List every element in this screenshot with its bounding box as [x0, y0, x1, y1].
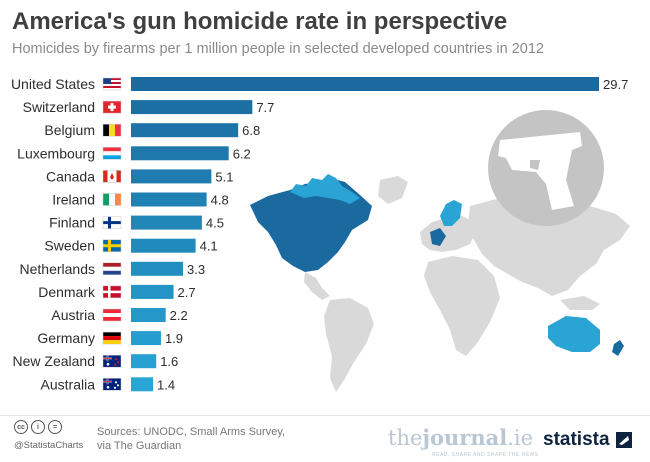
value-label: 7.7 — [256, 100, 274, 115]
map-asia — [468, 196, 630, 296]
world-map-background — [250, 174, 630, 392]
category-label: Luxembourg — [17, 145, 95, 161]
map-scandinavia — [440, 200, 462, 226]
germany-flag-icon — [102, 331, 122, 345]
category-label: Belgium — [44, 122, 95, 138]
austria-flag-icon — [102, 308, 122, 322]
denmark-flag-icon — [102, 285, 122, 299]
bar-switzerland — [131, 100, 253, 115]
map-central-america — [304, 272, 330, 300]
sources-line-1: Sources: UNODC, Small Arms Survey, — [97, 426, 286, 438]
bar-sweden — [131, 238, 196, 253]
bar-austria — [131, 308, 166, 322]
category-label: Switzerland — [23, 99, 95, 115]
category-label: Sweden — [44, 238, 95, 254]
attribution-icon: i — [31, 420, 45, 434]
chart-subtitle: Homicides by firearms per 1 million peop… — [12, 41, 544, 57]
category-label: New Zealand — [13, 353, 96, 369]
value-label: 1.9 — [165, 331, 183, 346]
value-label: 2.2 — [170, 308, 188, 323]
canada-flag-icon — [102, 170, 122, 183]
australia-flag-icon — [102, 378, 122, 391]
map-greenland — [378, 176, 408, 204]
map-canada-arctic — [290, 174, 360, 204]
bar-denmark — [131, 284, 174, 299]
category-label: Denmark — [38, 284, 96, 300]
category-label: Netherlands — [20, 261, 96, 277]
chart-title: America's gun homicide rate in perspecti… — [12, 8, 508, 35]
sweden-flag-icon — [102, 239, 122, 252]
value-label: 2.7 — [178, 285, 196, 300]
bars: United States 29.7 Switzerland 7.7 Belgium 6.… — [11, 76, 628, 392]
bar-netherlands — [131, 261, 183, 276]
belgium-flag-icon — [102, 123, 122, 137]
bar-germany — [131, 331, 161, 346]
category-label: United States — [11, 76, 95, 92]
value-label: 1.6 — [160, 354, 178, 369]
statista-logo: statista — [543, 429, 610, 450]
journal-logo-ie: .ie — [507, 426, 534, 450]
sources-line-2: via The Guardian — [97, 440, 182, 452]
value-label: 4.1 — [200, 239, 218, 254]
bar-new-zealand — [131, 354, 157, 369]
value-label: 5.1 — [215, 169, 233, 184]
map-indonesia — [560, 296, 600, 310]
value-label: 6.2 — [233, 146, 251, 161]
bar-canada — [131, 169, 212, 184]
map-new-zealand — [612, 340, 624, 356]
statista-handle: @StatistaCharts — [14, 440, 84, 451]
luxembourg-flag-icon — [102, 147, 122, 160]
value-label: 4.8 — [211, 193, 229, 208]
value-label: 3.3 — [187, 262, 205, 277]
netherlands-flag-icon — [102, 262, 122, 276]
journal-logo-journal: journal — [422, 425, 508, 450]
bar-australia — [131, 377, 154, 392]
journal-logo-the: the — [388, 426, 423, 450]
bar-belgium — [131, 123, 239, 138]
switzerland-flag-icon — [102, 100, 122, 114]
statista-logo-icon — [616, 432, 632, 448]
finland-flag-icon — [102, 216, 122, 229]
map-north-america — [250, 178, 372, 272]
thejournal-tagline: READ, SHARE AND SHAPE THE NEWS — [432, 452, 539, 458]
creative-commons-icons: cc i = — [14, 420, 62, 434]
value-label: 29.7 — [603, 77, 628, 92]
bar-finland — [131, 215, 202, 230]
value-label: 6.8 — [242, 123, 260, 138]
map-australia — [548, 316, 600, 352]
category-label: Australia — [41, 376, 96, 392]
handgun-icon — [488, 110, 604, 226]
sources-text: Sources: UNODC, Small Arms Survey, via T… — [97, 425, 317, 453]
bar-luxembourg — [131, 146, 229, 161]
map-africa — [424, 256, 500, 356]
bar-united-states — [131, 77, 599, 91]
cc-icon: cc — [14, 420, 28, 434]
category-label: Finland — [49, 215, 95, 231]
category-label: Canada — [46, 168, 95, 184]
thejournal-logo: thejournal.ie — [388, 425, 533, 450]
category-label: Germany — [37, 330, 95, 346]
bar-ireland — [131, 192, 207, 207]
value-label: 1.4 — [157, 377, 175, 392]
footer-divider — [0, 415, 650, 416]
chart: United States 29.7 Switzerland 7.7 Belgium 6.… — [11, 76, 630, 392]
no-derivatives-icon: = — [48, 420, 62, 434]
category-label: Austria — [51, 307, 95, 323]
category-label: Ireland — [52, 192, 95, 208]
new-zealand-flag-icon — [102, 354, 122, 368]
ireland-flag-icon — [102, 193, 122, 206]
map-south-america — [324, 298, 374, 392]
us-flag-icon — [102, 77, 122, 91]
map-western-europe — [430, 228, 446, 246]
value-label: 4.5 — [206, 216, 224, 231]
